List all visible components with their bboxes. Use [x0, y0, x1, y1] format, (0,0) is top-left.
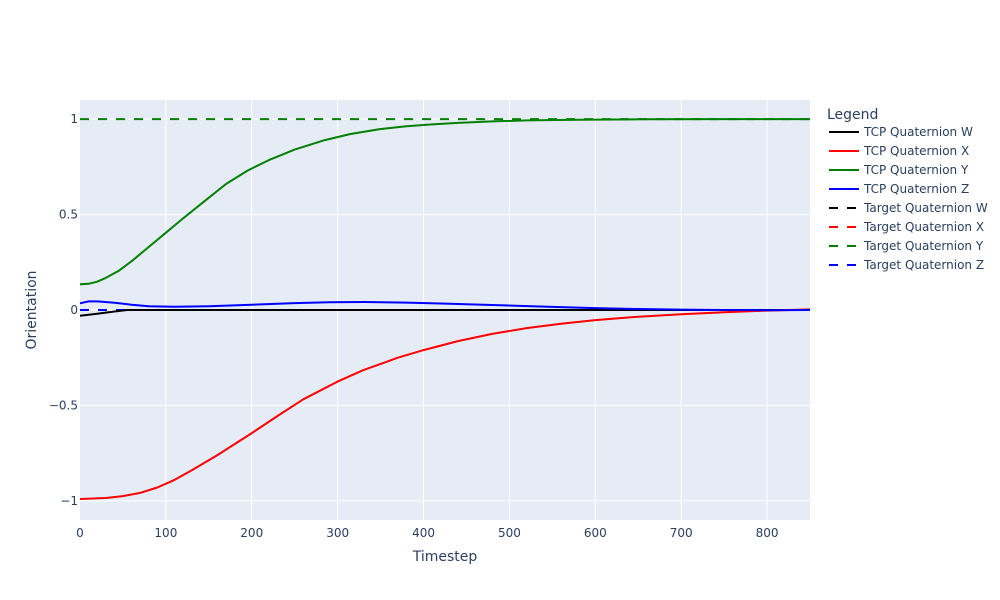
legend-item[interactable]: TCP Quaternion X: [829, 144, 969, 158]
legend[interactable]: Legend TCP Quaternion W TCP Quaternion X T…: [827, 107, 988, 272]
y-tick-label: 0.5: [59, 208, 78, 222]
legend-title: Legend: [827, 107, 878, 123]
x-tick-label: 800: [756, 526, 779, 540]
legend-label: Target Quaternion Z: [863, 258, 984, 272]
x-tick-label: 700: [670, 526, 693, 540]
x-tick-label: 300: [326, 526, 349, 540]
x-tick-label: 0: [76, 526, 84, 540]
x-tick-label: 400: [412, 526, 435, 540]
x-axis-title: Timestep: [412, 549, 478, 565]
x-tick-label: 600: [584, 526, 607, 540]
legend-label: Target Quaternion X: [863, 220, 984, 234]
legend-label: Target Quaternion W: [863, 201, 988, 215]
y-tick-label: −1: [60, 494, 78, 508]
x-tick-label: 500: [498, 526, 521, 540]
legend-item[interactable]: Target Quaternion X: [829, 220, 984, 234]
legend-label: TCP Quaternion Y: [863, 163, 969, 177]
series-line-tcp-quaternion-x: [79, 308, 811, 500]
x-tick-label: 200: [240, 526, 263, 540]
legend-label: TCP Quaternion Z: [863, 182, 969, 196]
legend-label: Target Quaternion Y: [863, 239, 984, 253]
legend-item[interactable]: TCP Quaternion Z: [829, 182, 969, 196]
series-line-tcp-quaternion-w: [79, 309, 810, 317]
series-line-tcp-quaternion-y: [79, 118, 810, 286]
legend-item[interactable]: TCP Quaternion W: [829, 125, 973, 139]
y-tick-label: −0.5: [49, 398, 78, 412]
legend-item[interactable]: Target Quaternion W: [829, 201, 988, 215]
y-axis-title: Orientation: [24, 270, 40, 349]
y-tick-label: 1: [70, 112, 78, 126]
x-tick-label: 100: [154, 526, 177, 540]
legend-item[interactable]: TCP Quaternion Y: [829, 163, 969, 177]
series-line-tcp-quaternion-z: [79, 300, 811, 312]
tick-labels: 0 100 200 300 400 500 600 700 800 −1 −0.5 0 0.5 1: [49, 112, 779, 540]
series-group: [79, 118, 811, 500]
legend-item[interactable]: Target Quaternion Z: [829, 258, 984, 272]
legend-label: TCP Quaternion W: [863, 125, 973, 139]
y-tick-label: 0: [70, 303, 78, 317]
legend-item[interactable]: Target Quaternion Y: [829, 239, 984, 253]
legend-label: TCP Quaternion X: [863, 144, 969, 158]
